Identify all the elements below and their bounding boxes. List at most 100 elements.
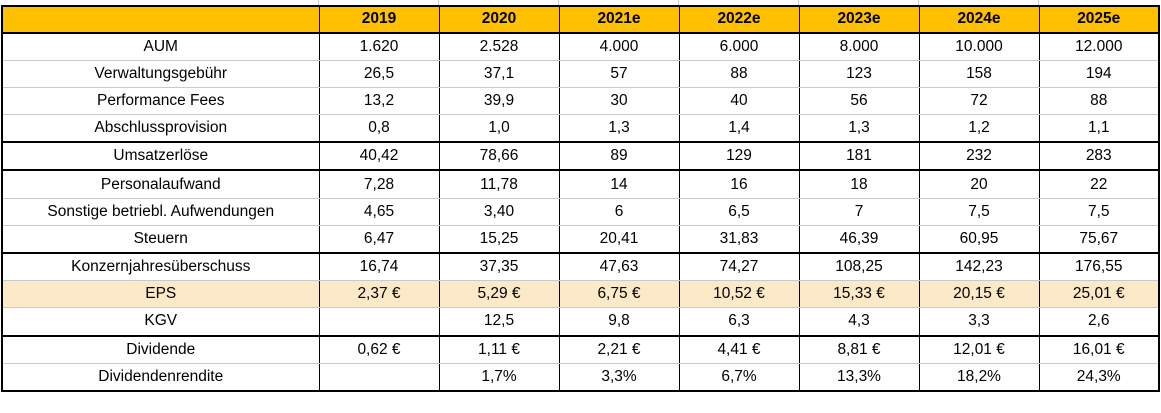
value-cell: 37,1 [438, 60, 560, 88]
value-cell: 57 [558, 60, 680, 88]
row-label: Sonstige betriebl. Aufwendungen [1, 198, 320, 226]
value-cell: 176,55 [1038, 253, 1160, 282]
value-cell: 22 [1038, 170, 1160, 199]
row-label: AUM [1, 32, 320, 61]
value-cell: 24,3% [1038, 363, 1160, 392]
row-label: EPS [1, 280, 320, 309]
value-cell: 1,0 [438, 114, 560, 144]
value-cell: 1,3 [798, 114, 920, 144]
value-cell: 18,2% [918, 363, 1040, 392]
value-cell: 9,8 [558, 307, 680, 337]
year-column-header: 2025e [1038, 5, 1160, 34]
value-cell: 129 [678, 142, 800, 172]
value-cell: 1,7% [438, 363, 560, 392]
value-cell: 46,39 [798, 225, 920, 254]
gridline-stub [678, 0, 679, 5]
value-cell: 10.000 [918, 32, 1040, 61]
value-cell: 75,67 [1038, 225, 1160, 254]
row-label: Dividendenrendite [1, 363, 320, 392]
value-cell: 78,66 [438, 142, 560, 172]
value-cell: 6,47 [318, 225, 440, 254]
value-cell: 4,41 € [678, 335, 800, 364]
value-cell: 6,5 [678, 198, 800, 226]
table-row: EPS 2,37 €5,29 €6,75 €10,52 €15,33 €20,15… [1, 280, 1160, 309]
gridline-stub [918, 0, 919, 5]
value-cell: 15,33 € [798, 280, 920, 309]
year-column-header: 2021e [558, 5, 680, 34]
value-cell: 10,52 € [678, 280, 800, 309]
value-cell [318, 307, 440, 337]
value-cell: 13,3% [798, 363, 920, 392]
value-cell: 8.000 [798, 32, 920, 61]
table-row: Dividende 0,62 €1,11 €2,21 €4,41 €8,81 €1… [1, 335, 1160, 364]
value-cell: 7,5 [918, 198, 1040, 226]
value-cell: 7,5 [1038, 198, 1160, 226]
value-cell: 26,5 [318, 60, 440, 88]
gridline-stub [1038, 0, 1039, 5]
gridline-stub [798, 0, 799, 5]
value-cell: 1,1 [1038, 114, 1160, 144]
value-cell: 1.620 [318, 32, 440, 61]
value-cell: 6,75 € [558, 280, 680, 309]
value-cell: 25,01 € [1038, 280, 1160, 309]
value-cell: 16 [678, 170, 800, 199]
value-cell: 16,01 € [1038, 335, 1160, 364]
value-cell: 283 [1038, 142, 1160, 172]
year-column-header: 2024e [918, 5, 1040, 34]
value-cell: 6,3 [678, 307, 800, 337]
value-cell [318, 363, 440, 392]
value-cell: 74,27 [678, 253, 800, 282]
value-cell: 12.000 [1038, 32, 1160, 61]
value-cell: 2.528 [438, 32, 560, 61]
value-cell: 232 [918, 142, 1040, 172]
value-cell: 20,41 [558, 225, 680, 254]
table-row: Abschlussprovision 0,8 1,0 1,3 1,4 1,3 1,2 1,1 [1, 114, 1160, 144]
value-cell: 194 [1038, 60, 1160, 88]
row-label: Performance Fees [1, 87, 320, 116]
value-cell: 2,37 € [318, 280, 440, 309]
year-column-header: 2020 [438, 5, 560, 34]
table-row: AUM 1.620 2.528 4.000 6.000 8.000 10.000 12.000 [1, 32, 1160, 61]
value-cell: 7 [798, 198, 920, 226]
row-label: Umsatzerlöse [1, 142, 320, 172]
table-body: AUM 1.620 2.528 4.000 6.000 8.000 10.000 12.000… [1, 32, 1160, 392]
value-cell: 40 [678, 87, 800, 116]
value-cell: 4,3 [798, 307, 920, 337]
value-cell: 2,6 [1038, 307, 1160, 337]
table-row: Steuern 6,47 15,25 20,41 31,83 46,39 60,95 75,6… [1, 225, 1160, 254]
row-label: Steuern [1, 225, 320, 254]
table-row: Personalaufwand 7,28 11,78 14 16 18 20 22 [1, 170, 1160, 199]
value-cell: 1,11 € [438, 335, 560, 364]
value-cell: 37,35 [438, 253, 560, 282]
table-row: Konzernjahresüberschuss 16,74 37,35 47,63 74… [1, 253, 1160, 282]
year-column-header: 2023e [798, 5, 920, 34]
value-cell: 5,29 € [438, 280, 560, 309]
value-cell: 6,7% [678, 363, 800, 392]
value-cell: 123 [798, 60, 920, 88]
year-column-header: 2022e [678, 5, 800, 34]
header-row: 2019 2020 2021e 2022e 2023e 2024e 2025e [1, 5, 1160, 34]
value-cell: 47,63 [558, 253, 680, 282]
value-cell: 39,9 [438, 87, 560, 116]
value-cell: 13,2 [318, 87, 440, 116]
row-label: Personalaufwand [1, 170, 320, 199]
row-label: Konzernjahresüberschuss [1, 253, 320, 282]
value-cell: 60,95 [918, 225, 1040, 254]
value-cell: 1,3 [558, 114, 680, 144]
value-cell: 6.000 [678, 32, 800, 61]
table-header: 2019 2020 2021e 2022e 2023e 2024e 2025e [1, 5, 1160, 34]
row-label: KGV [1, 307, 320, 337]
value-cell: 3,3 [918, 307, 1040, 337]
value-cell: 40,42 [318, 142, 440, 172]
value-cell: 12,01 € [918, 335, 1040, 364]
value-cell: 14 [558, 170, 680, 199]
row-label: Verwaltungsgebühr [1, 60, 320, 88]
value-cell: 30 [558, 87, 680, 116]
value-cell: 12,5 [438, 307, 560, 337]
table-row: KGV 12,5 9,8 6,3 4,3 3,3 2,6 [1, 307, 1160, 337]
value-cell: 18 [798, 170, 920, 199]
value-cell: 11,78 [438, 170, 560, 199]
value-cell: 7,28 [318, 170, 440, 199]
value-cell: 1,2 [918, 114, 1040, 144]
